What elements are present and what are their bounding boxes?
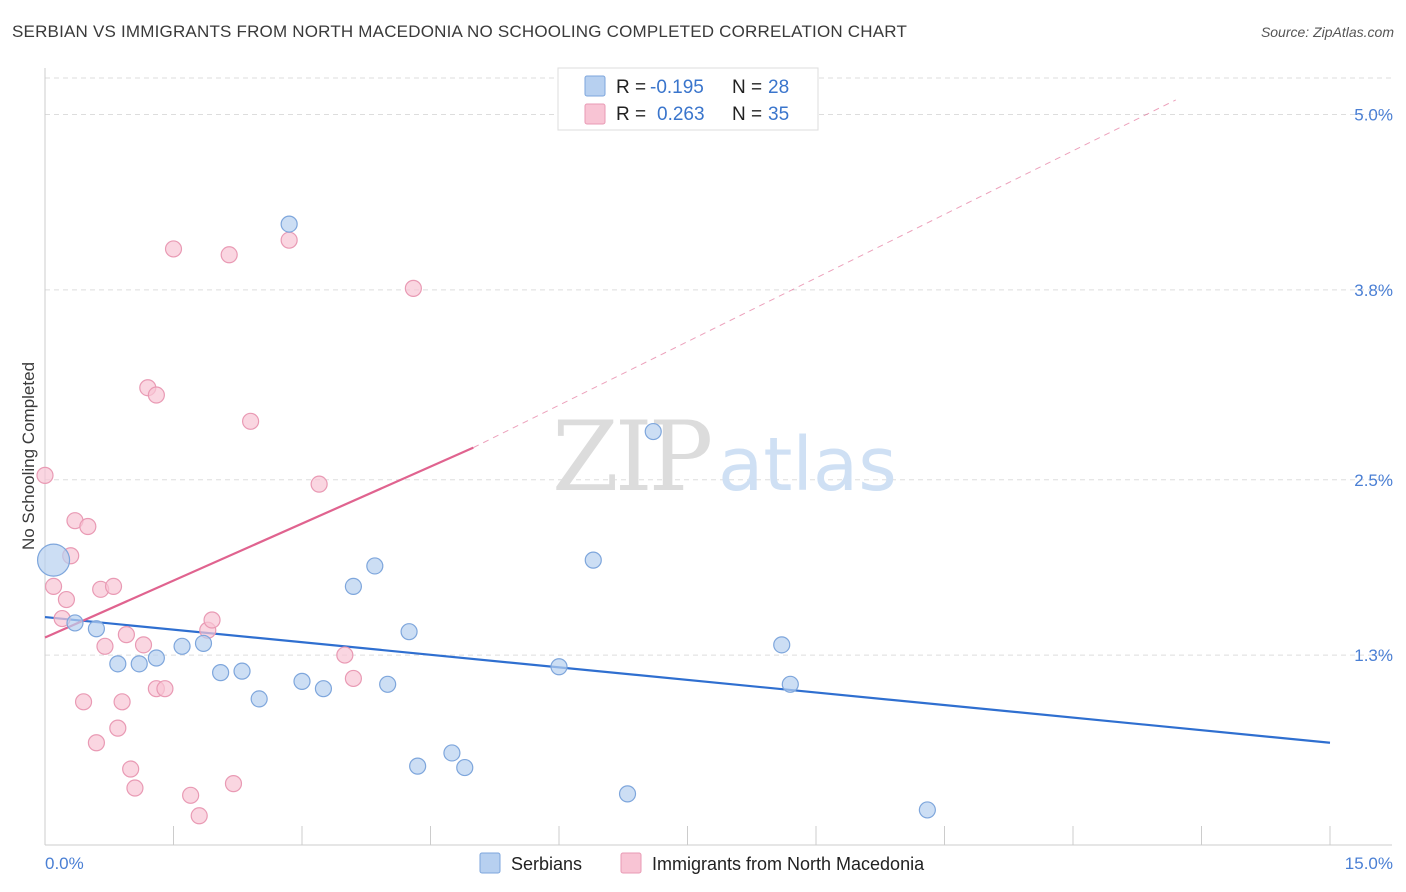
legend-r-label-serbians: R = <box>616 77 646 98</box>
macedonia-point <box>113 693 131 711</box>
trend-line-macedonia-extended <box>473 99 1177 449</box>
x-tick-label: 0.0% <box>45 854 84 873</box>
serbians-point <box>344 577 362 596</box>
macedonia-point <box>79 517 97 536</box>
serbians-point <box>173 637 191 655</box>
macedonia-point <box>36 466 54 484</box>
bottom-legend-label-serbians: Serbians <box>511 854 582 874</box>
y-tick-label: 1.3% <box>1354 646 1393 665</box>
watermark: ZIP atlas <box>552 401 897 513</box>
macedonia-point <box>147 386 165 404</box>
serbians-point <box>147 649 165 667</box>
macedonia-point <box>109 719 127 737</box>
serbians-point <box>280 215 298 233</box>
serbians-point <box>584 551 602 569</box>
watermark-zip: ZIP <box>552 401 711 513</box>
serbians-point <box>456 758 474 777</box>
x-tick-label: 15.0% <box>1345 854 1393 873</box>
macedonia-point <box>74 693 93 711</box>
legend-r-label-macedonia: R = <box>616 104 646 125</box>
points-layer <box>36 215 936 825</box>
serbians-point <box>644 422 662 441</box>
macedonia-point <box>96 637 114 655</box>
serbians-point <box>194 634 213 652</box>
macedonia-point <box>126 779 144 797</box>
grid-layer <box>45 77 1392 656</box>
serbians-point <box>87 620 106 638</box>
axes-layer: 1.3% 2.5% 3.8% 5.0% 0.0% 15.0% <box>44 68 1393 873</box>
macedonia-point <box>117 626 135 644</box>
serbians-point-large <box>36 543 71 577</box>
serbians-point <box>400 623 418 641</box>
bottom-legend-swatch-macedonia <box>620 852 642 874</box>
y-tick-label: 5.0% <box>1354 106 1393 125</box>
macedonia-point <box>104 577 123 596</box>
serbians-point <box>314 680 333 698</box>
macedonia-point <box>57 590 76 609</box>
macedonia-point <box>87 734 106 752</box>
legend-swatch-macedonia <box>584 103 606 125</box>
legend-n-label-macedonia: N = <box>732 104 762 125</box>
serbians-point <box>366 557 384 575</box>
macedonia-point <box>182 786 200 804</box>
serbians-point <box>618 785 637 803</box>
bottom-legend-label-macedonia: Immigrants from North Macedonia <box>652 854 925 874</box>
trend-layer <box>44 99 1331 744</box>
macedonia-point <box>224 775 243 793</box>
macedonia-point <box>280 231 298 249</box>
serbians-point <box>918 801 936 819</box>
serbians-point <box>293 672 311 690</box>
serbians-point <box>773 636 791 654</box>
serbians-point <box>781 675 799 693</box>
macedonia-point <box>164 240 183 258</box>
chart-title: SERBIAN VS IMMIGRANTS FROM NORTH MACEDON… <box>12 22 908 41</box>
serbians-point <box>66 614 84 632</box>
macedonia-point <box>134 636 153 654</box>
legend-n-label-serbians: N = <box>732 77 762 98</box>
legend-n-value-macedonia: 35 <box>768 104 789 125</box>
serbians-point <box>379 675 397 693</box>
serbians-point <box>130 655 148 673</box>
macedonia-point <box>156 680 174 698</box>
macedonia-point <box>122 760 140 778</box>
y-tick-label: 2.5% <box>1354 471 1393 490</box>
macedonia-point <box>310 475 328 493</box>
legend: R = -0.195 N = 28 R = 0.263 N = 35 <box>557 67 819 131</box>
macedonia-point <box>404 279 422 297</box>
serbians-point <box>443 744 461 762</box>
macedonia-point <box>242 412 260 430</box>
legend-r-value-serbians: -0.195 <box>650 77 704 98</box>
macedonia-point <box>336 646 354 664</box>
y-axis-label: No Schooling Completed <box>19 362 38 550</box>
serbians-point <box>409 757 427 775</box>
macedonia-point <box>203 611 221 629</box>
macedonia-point <box>344 669 362 688</box>
macedonia-point <box>190 807 208 825</box>
serbians-point <box>212 664 230 682</box>
trend-line-macedonia <box>44 446 474 639</box>
legend-n-value-serbians: 28 <box>768 77 789 98</box>
watermark-atlas: atlas <box>718 422 897 508</box>
macedonia-point <box>44 577 63 596</box>
y-tick-label: 3.8% <box>1354 281 1393 300</box>
legend-r-value-macedonia: 0.263 <box>657 104 705 125</box>
macedonia-point <box>220 246 238 264</box>
source-label: Source: ZipAtlas.com <box>1260 24 1394 40</box>
serbians-point <box>550 658 568 676</box>
bottom-legend: Serbians Immigrants from North Macedonia <box>479 852 925 874</box>
serbians-point <box>109 655 127 673</box>
trend-line-serbians <box>44 615 1331 744</box>
serbians-point <box>250 690 268 708</box>
serbians-point <box>233 662 251 680</box>
legend-swatch-serbians <box>584 75 606 97</box>
bottom-legend-swatch-serbians <box>479 852 501 874</box>
